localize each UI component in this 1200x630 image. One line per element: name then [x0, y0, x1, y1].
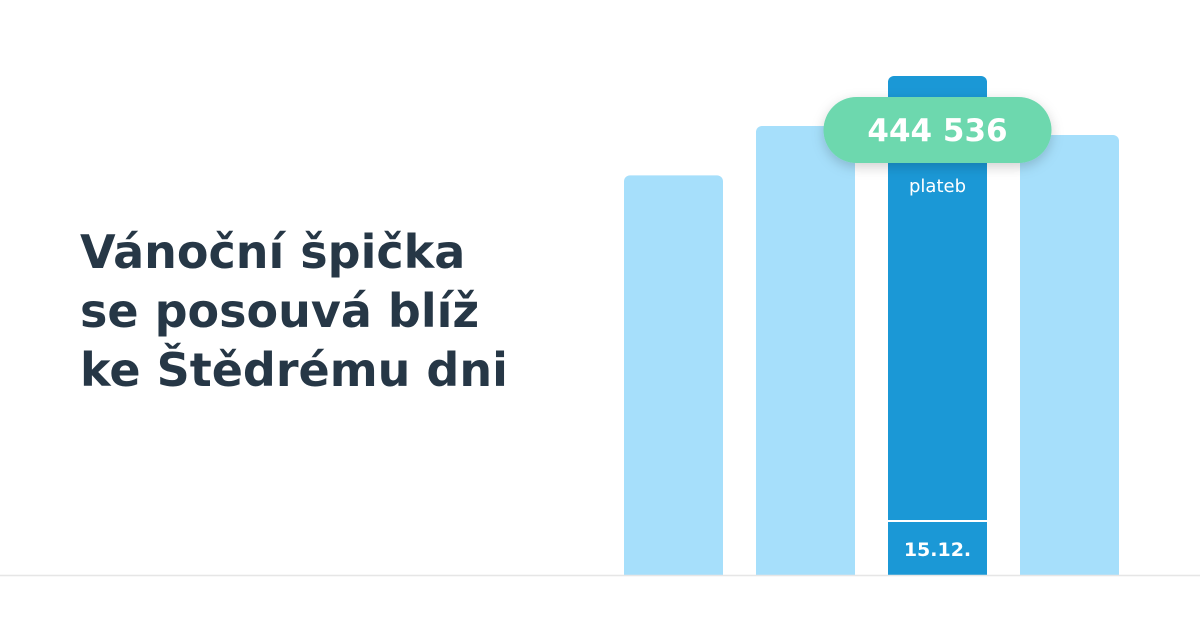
bar: [756, 125, 855, 585]
bar: [624, 175, 723, 586]
category-label: 15.12.: [904, 539, 971, 561]
value-badge: [823, 97, 1052, 163]
title-line: se posouvá blíž: [80, 284, 479, 338]
bars: 15.12. plateb: [624, 76, 1119, 586]
unit-label: plateb: [909, 176, 966, 197]
title-line: ke Štědrému dni: [80, 343, 508, 397]
value-label: 444 536: [867, 113, 1007, 149]
bar: [1020, 134, 1119, 585]
title-line: Vánoční špička: [80, 225, 465, 279]
bar: [888, 76, 987, 585]
labels: 444 536: [823, 97, 1052, 163]
footer: [0, 576, 1200, 630]
